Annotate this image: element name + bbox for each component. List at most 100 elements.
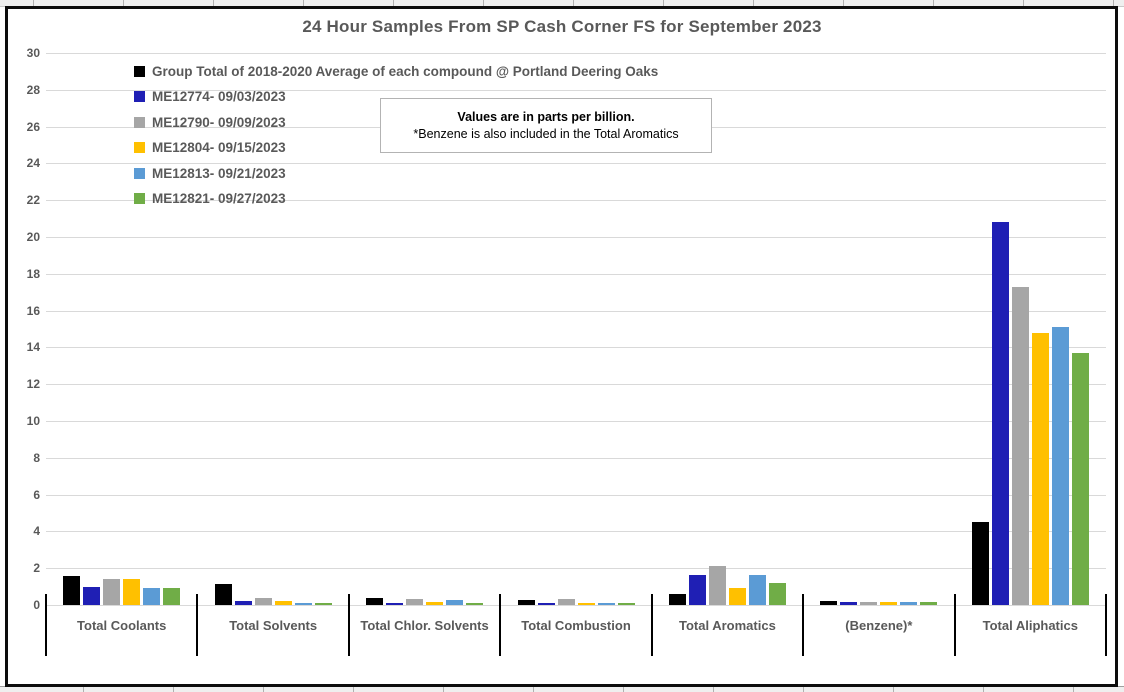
gridline-8 xyxy=(46,457,1106,459)
note-line-2: *Benzene is also included in the Total A… xyxy=(413,127,679,141)
bar-series0-cat5[interactable] xyxy=(820,601,838,605)
legend-label: ME12774- 09/03/2023 xyxy=(152,89,286,104)
note-textbox[interactable]: Values are in parts per billion. *Benzen… xyxy=(380,98,712,153)
bar-series5-cat3[interactable] xyxy=(617,602,635,605)
cell-border-line xyxy=(893,687,894,692)
bar-series3-cat4[interactable] xyxy=(728,587,746,605)
y-tick-label-4: 4 xyxy=(33,524,40,539)
bar-series5-cat6[interactable] xyxy=(1071,352,1089,605)
cell-border-line xyxy=(123,0,124,6)
y-tick-label-8: 8 xyxy=(33,450,40,465)
bar-series1-cat4[interactable] xyxy=(688,574,706,605)
bar-series1-cat2[interactable] xyxy=(386,602,404,605)
bar-series1-cat3[interactable] xyxy=(537,603,555,605)
cell-border-line xyxy=(443,687,444,692)
y-tick-label-16: 16 xyxy=(26,303,40,318)
bar-series4-cat2[interactable] xyxy=(446,599,464,605)
bar-series1-cat6[interactable] xyxy=(991,222,1009,605)
cell-border-line xyxy=(1113,0,1114,6)
y-tick-label-26: 26 xyxy=(26,119,40,134)
gridline-18 xyxy=(46,273,1106,275)
bar-series2-cat5[interactable] xyxy=(860,602,878,605)
bar-series4-cat5[interactable] xyxy=(900,601,918,605)
bar-series3-cat5[interactable] xyxy=(880,601,898,605)
bar-series0-cat2[interactable] xyxy=(366,598,384,605)
bar-series4-cat6[interactable] xyxy=(1051,327,1069,605)
cell-border-line xyxy=(303,0,304,6)
bar-series4-cat0[interactable] xyxy=(143,588,161,605)
chart-area[interactable]: 24 Hour Samples From SP Cash Corner FS f… xyxy=(5,6,1118,687)
cell-border-line xyxy=(753,0,754,6)
bar-series1-cat0[interactable] xyxy=(83,587,101,605)
legend-item-4[interactable]: ME12813- 09/21/2023 xyxy=(134,164,658,182)
bar-series4-cat3[interactable] xyxy=(597,602,615,605)
bar-series5-cat4[interactable] xyxy=(768,582,786,605)
legend-swatch-icon xyxy=(134,167,145,179)
bar-series3-cat2[interactable] xyxy=(426,601,444,605)
gridline-10 xyxy=(46,421,1106,422)
bar-series3-cat0[interactable] xyxy=(123,578,141,605)
gridline-22 xyxy=(46,200,1106,202)
category-separator-0 xyxy=(45,594,47,656)
gridline-14 xyxy=(46,347,1106,349)
bar-series0-cat0[interactable] xyxy=(63,576,81,605)
bar-series0-cat1[interactable] xyxy=(214,583,232,605)
category-separator-2 xyxy=(347,594,350,656)
bar-series2-cat0[interactable] xyxy=(103,579,121,605)
gridline-4 xyxy=(46,531,1106,533)
bar-series1-cat1[interactable] xyxy=(234,600,252,605)
gridline-16 xyxy=(46,310,1106,312)
bar-series2-cat1[interactable] xyxy=(254,597,272,605)
bar-series5-cat5[interactable] xyxy=(920,602,938,605)
cell-border-line xyxy=(983,687,984,692)
chart-title: 24 Hour Samples From SP Cash Corner FS f… xyxy=(302,17,822,36)
legend-item-0[interactable]: Group Total of 2018-2020 Average of each… xyxy=(134,62,658,80)
bar-series2-cat2[interactable] xyxy=(406,599,424,605)
cell-border-line xyxy=(353,687,354,692)
legend-item-3[interactable]: ME12804- 09/15/2023 xyxy=(134,139,658,157)
bar-series5-cat1[interactable] xyxy=(314,602,332,605)
note-line-1: Values are in parts per billion. xyxy=(457,110,635,124)
category-separator-7 xyxy=(1105,594,1107,656)
y-tick-label-6: 6 xyxy=(33,487,40,502)
bar-series0-cat6[interactable] xyxy=(971,522,989,605)
bar-series3-cat6[interactable] xyxy=(1031,332,1049,605)
legend-label: ME12790- 09/09/2023 xyxy=(152,114,286,130)
category-label-5: (Benzene)* xyxy=(845,618,913,633)
bar-series0-cat3[interactable] xyxy=(517,599,535,605)
category-label-6: Total Aliphatics xyxy=(982,618,1078,633)
bar-series4-cat4[interactable] xyxy=(748,574,766,605)
bar-series2-cat4[interactable] xyxy=(708,566,726,605)
cell-border-line xyxy=(573,0,574,6)
bar-series2-cat3[interactable] xyxy=(557,599,575,605)
legend-item-5[interactable]: ME12821- 09/27/2023 xyxy=(134,190,658,208)
y-tick-label-28: 28 xyxy=(26,82,40,97)
bar-series4-cat1[interactable] xyxy=(294,603,312,605)
cell-border-line xyxy=(713,687,714,692)
bar-series3-cat1[interactable] xyxy=(274,601,292,605)
legend-swatch-icon xyxy=(134,65,145,77)
y-tick-label-20: 20 xyxy=(26,230,40,244)
bar-series5-cat2[interactable] xyxy=(466,603,484,605)
y-tick-label-30: 30 xyxy=(26,46,40,60)
gridline-28 xyxy=(46,89,1106,91)
y-tick-label-2: 2 xyxy=(33,561,40,576)
y-tick-label-18: 18 xyxy=(26,266,40,281)
bar-series2-cat6[interactable] xyxy=(1011,286,1029,605)
category-label-0: Total Coolants xyxy=(77,618,167,633)
bar-series0-cat4[interactable] xyxy=(668,593,686,605)
gridline-0 xyxy=(46,605,1106,606)
legend-item-2[interactable]: ME12790- 09/09/2023 xyxy=(134,113,658,131)
legend: Group Total of 2018-2020 Average of each… xyxy=(134,62,658,215)
cell-border-line xyxy=(533,687,534,692)
bar-series1-cat5[interactable] xyxy=(840,601,858,605)
legend-swatch-icon xyxy=(134,193,145,204)
cell-border-line xyxy=(393,0,394,6)
category-separator-1 xyxy=(196,594,199,656)
gridline-24 xyxy=(46,163,1106,165)
bar-series5-cat0[interactable] xyxy=(163,588,181,605)
bar-series3-cat3[interactable] xyxy=(577,603,595,605)
legend-item-1[interactable]: ME12774- 09/03/2023 xyxy=(134,88,658,106)
y-tick-label-22: 22 xyxy=(26,193,40,208)
